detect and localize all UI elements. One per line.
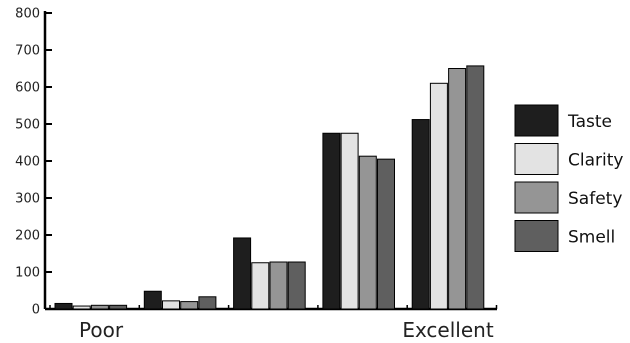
legend-swatch-safety [514,181,559,214]
y-tick-label: 500 [15,118,40,133]
bar-safety-5 [448,68,467,310]
bar-clarity-1 [72,305,91,310]
y-tick-label: 100 [15,266,40,281]
category-label-poor: Poor [79,318,124,342]
bar-taste-2 [143,290,162,310]
bar-safety-2 [180,301,199,310]
bars [54,65,485,310]
legend-swatch-clarity [514,143,559,175]
y-tick-label: 600 [15,81,40,96]
bar-taste-5 [411,119,430,310]
y-tick-label: 700 [15,44,40,59]
y-tick-label: 0 [32,303,40,318]
bar-smell-4 [377,158,395,310]
bar-clarity-2 [162,300,180,310]
bar-taste-3 [233,237,252,310]
legend-label-taste: Taste [567,112,612,132]
legend-label-safety: Safety [568,189,622,209]
legend-swatch-taste [514,104,559,137]
legend-swatch-smell [514,220,559,252]
bar-safety-1 [90,304,109,310]
bar-taste-4 [322,132,341,310]
y-tick-label: 800 [15,7,40,22]
category-labels: Poor Excellent [79,318,494,342]
bar-taste-1 [54,302,73,310]
bar-clarity-3 [251,262,270,310]
y-tick-label: 400 [15,155,40,170]
bar-smell-5 [466,65,485,310]
bar-safety-4 [358,155,377,310]
legend-label-clarity: Clarity [568,151,623,171]
legend: Taste Clarity Safety Smell [514,104,623,252]
category-label-excellent: Excellent [402,318,494,342]
bar-smell-1 [109,304,128,310]
bar-safety-3 [269,261,288,310]
y-tick-label: 200 [15,229,40,244]
bar-smell-2 [198,296,217,310]
bar-clarity-5 [429,82,448,310]
y-tick-label: 300 [15,192,40,207]
legend-label-smell: Smell [568,228,615,248]
bar-smell-3 [287,261,306,310]
bar-clarity-4 [340,132,359,310]
